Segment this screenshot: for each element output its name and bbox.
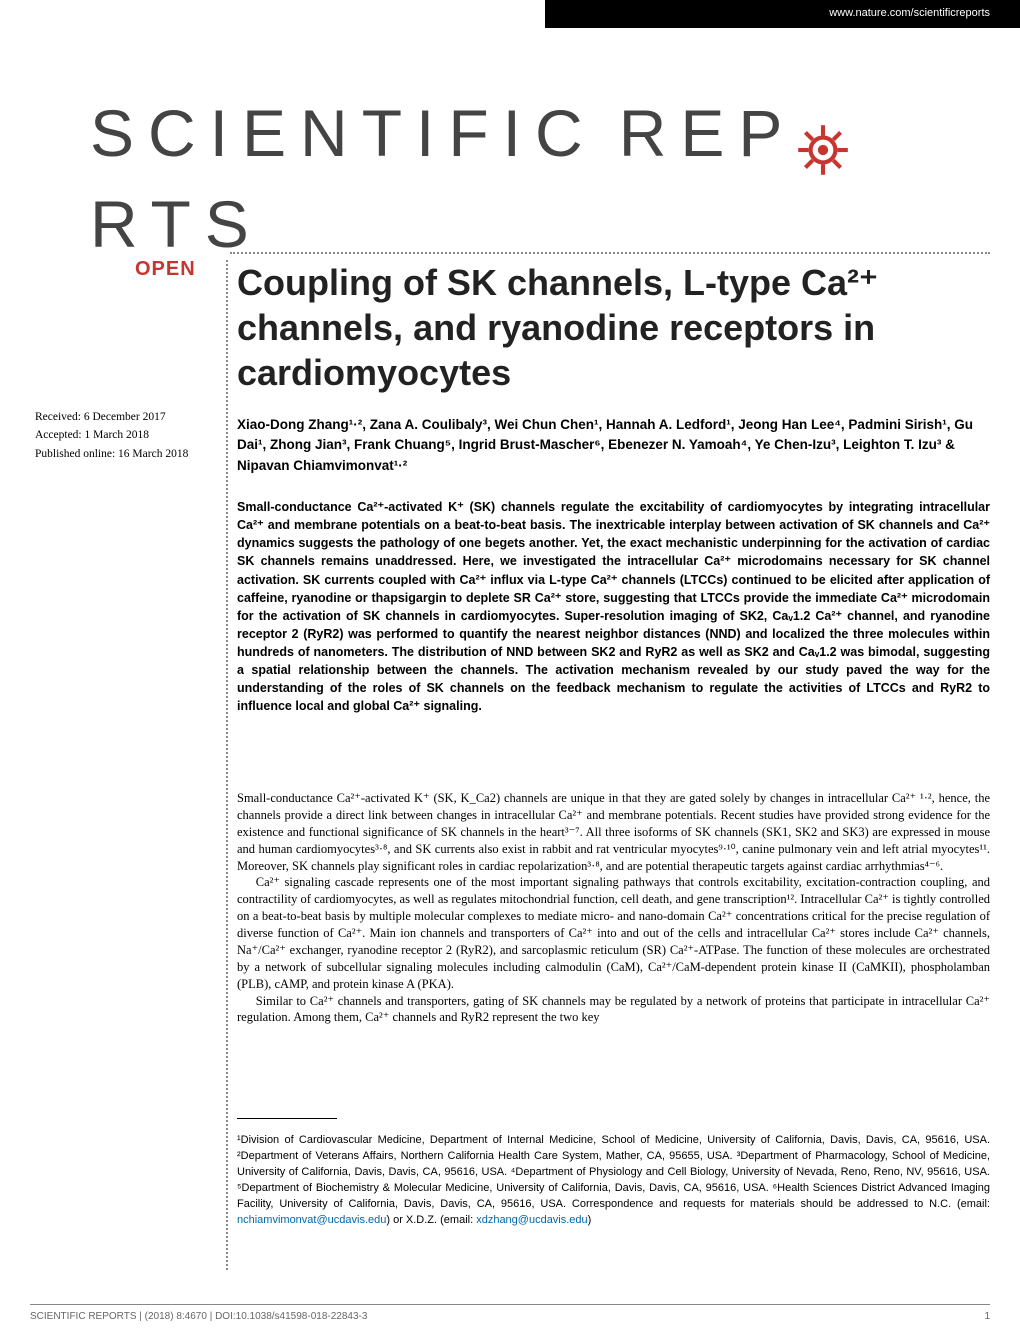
footer-citation: SCIENTIFIC REPORTS | (2018) 8:4670 | DOI… <box>30 1311 367 1322</box>
logo-text-left: SCIENTIFIC <box>90 96 597 170</box>
date-accepted: Accepted: 1 March 2018 <box>35 426 225 444</box>
affiliation-separator <box>237 1118 337 1119</box>
affil-text: ¹Division of Cardiovascular Medicine, De… <box>237 1134 990 1210</box>
open-access-badge: OPEN <box>135 258 196 281</box>
body-text: Small-conductance Ca²⁺-activated K⁺ (SK,… <box>237 790 990 1026</box>
abstract-text: Small-conductance Ca²⁺-activated K⁺ (SK)… <box>237 498 990 716</box>
dotted-separator-vertical <box>226 260 228 1270</box>
logo-text-rep: REP <box>619 96 797 170</box>
header-url-bar: www.nature.com/scientificreports <box>545 0 1020 28</box>
dotted-separator-horizontal <box>230 252 990 254</box>
logo-text-rts: RTS <box>90 187 263 261</box>
page-number: 1 <box>984 1311 990 1322</box>
article-title: Coupling of SK channels, L-type Ca²⁺ cha… <box>237 260 990 395</box>
header-url[interactable]: www.nature.com/scientificreports <box>829 7 990 19</box>
body-p1: Small-conductance Ca²⁺-activated K⁺ (SK,… <box>237 790 990 874</box>
email-link-2[interactable]: xdzhang@ucdavis.edu <box>476 1214 587 1226</box>
body-p2: Ca²⁺ signaling cascade represents one of… <box>237 874 990 992</box>
author-list: Xiao-Dong Zhang¹·², Zana A. Coulibaly³, … <box>237 415 990 476</box>
affil-text-3: ) <box>588 1214 592 1226</box>
date-published: Published online: 16 March 2018 <box>35 445 225 463</box>
gear-icon <box>792 119 854 186</box>
affiliations: ¹Division of Cardiovascular Medicine, De… <box>237 1125 990 1229</box>
email-link-1[interactable]: nchiamvimonvat@ucdavis.edu <box>237 1214 386 1226</box>
page-footer: SCIENTIFIC REPORTS | (2018) 8:4670 | DOI… <box>30 1304 990 1322</box>
date-received: Received: 6 December 2017 <box>35 408 225 426</box>
body-p3: Similar to Ca²⁺ channels and transporter… <box>237 993 990 1027</box>
publication-dates: Received: 6 December 2017 Accepted: 1 Ma… <box>35 408 225 463</box>
journal-logo: SCIENTIFIC REP RTS <box>90 95 990 262</box>
affil-text-2: ) or X.D.Z. (email: <box>386 1214 476 1226</box>
